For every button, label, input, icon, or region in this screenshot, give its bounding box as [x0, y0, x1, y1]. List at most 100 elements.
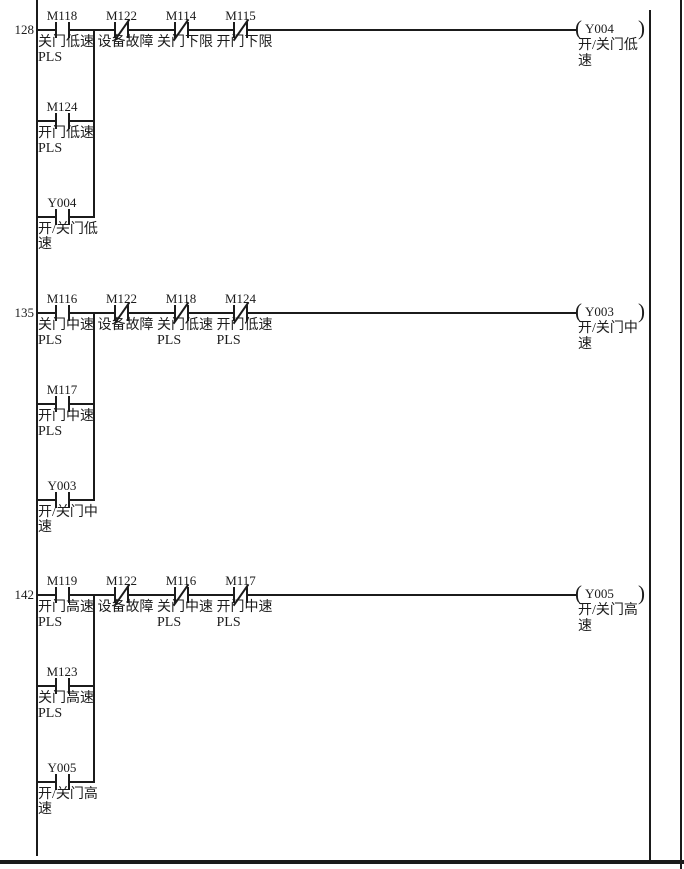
coil-description: 开/关门低: [578, 38, 638, 53]
contact-bar: [54, 113, 57, 129]
contact-description: 设备故障: [97, 35, 154, 50]
contact-bar: [54, 396, 57, 412]
contact-device-label: M117: [46, 382, 78, 397]
contact-description: 开/关门中: [38, 505, 98, 520]
left-power-rail: [36, 0, 38, 856]
contact-bar: [127, 22, 129, 38]
contact-bar: [114, 22, 116, 38]
contact-device-label: M118: [165, 291, 197, 306]
contact-description: 关门中速: [157, 600, 213, 615]
contact-wire-gap: [56, 403, 68, 405]
contact-bar: [114, 587, 116, 603]
contact-bar: [173, 22, 176, 38]
page-border-right: [680, 0, 682, 869]
contact-description: PLS: [38, 615, 63, 630]
contact-description: 开门下限: [216, 35, 273, 50]
contact-bar: [186, 587, 189, 603]
contact-description: 开门高速: [38, 600, 94, 615]
contact-wire-gap: [56, 594, 68, 596]
contact-description: PLS: [38, 50, 63, 65]
contact-bar: [67, 209, 70, 225]
coil-paren-open-icon: (: [575, 299, 582, 323]
rung-wire: [36, 312, 576, 314]
contact-wire-gap: [56, 120, 68, 122]
rung-wire: [36, 29, 576, 31]
contact-description: 开/关门低: [38, 222, 98, 237]
rung-number: 142: [14, 587, 35, 602]
contact-device-label: M115: [225, 8, 256, 23]
contact-description: 速: [38, 520, 52, 535]
contact-device-label: M118: [46, 8, 78, 23]
coil-device-label: Y005: [585, 586, 614, 601]
contact-device-label: M119: [46, 573, 78, 588]
right-power-rail: [649, 10, 651, 861]
contact-device-label: M116: [165, 573, 197, 588]
contact-device-label: Y005: [47, 760, 77, 775]
contact-device-label: M122: [105, 291, 138, 306]
contact-device-label: M122: [105, 573, 138, 588]
contact-bar: [67, 678, 70, 694]
contact-bar: [67, 396, 70, 412]
contact-bar: [233, 22, 235, 38]
contact-description: 关门下限: [157, 35, 213, 50]
contact-bar: [246, 22, 248, 38]
contact-description: PLS: [157, 615, 182, 630]
contact-description: 开门低速: [216, 318, 273, 333]
coil-paren-close-icon: ): [638, 16, 645, 40]
contact-bar: [67, 774, 70, 790]
contact-bar: [173, 305, 176, 321]
contact-bar: [246, 587, 248, 603]
contact-description: 开门低速: [38, 126, 94, 141]
contact-bar: [127, 587, 129, 603]
branch-junction-wire: [93, 312, 95, 501]
contact-bar: [186, 305, 189, 321]
rung-wire: [36, 594, 576, 596]
contact-device-label: M124: [46, 99, 78, 114]
contact-description: PLS: [157, 333, 182, 348]
contact-wire-gap: [56, 781, 68, 783]
contact-description: PLS: [38, 141, 63, 156]
contact-wire-gap: [56, 216, 68, 218]
contact-device-label: Y004: [47, 195, 77, 210]
contact-description: PLS: [216, 615, 241, 630]
contact-device-label: M116: [46, 291, 78, 306]
contact-description: PLS: [38, 706, 63, 721]
contact-bar: [114, 305, 116, 321]
contact-description: 设备故障: [97, 600, 154, 615]
contact-bar: [233, 587, 235, 603]
coil-paren-open-icon: (: [575, 16, 582, 40]
contact-device-label: Y003: [47, 478, 77, 493]
contact-bar: [54, 587, 57, 603]
coil-paren-close-icon: ): [638, 581, 645, 605]
contact-bar: [127, 305, 129, 321]
contact-description: 关门低速: [38, 35, 94, 50]
contact-device-label: M114: [165, 8, 197, 23]
contact-description: 关门中速: [38, 318, 94, 333]
contact-bar: [67, 22, 70, 38]
rung-number: 135: [14, 305, 35, 320]
contact-wire-gap: [56, 499, 68, 501]
contact-device-label: M124: [224, 291, 257, 306]
coil-device-label: Y004: [585, 21, 614, 36]
contact-device-label: M123: [46, 664, 78, 679]
coil-description: 速: [578, 619, 592, 634]
contact-bar: [186, 22, 189, 38]
coil-description: 开/关门中: [578, 321, 638, 336]
contact-bar: [54, 774, 57, 790]
contact-description: 关门高速: [38, 691, 94, 706]
branch-junction-wire: [93, 29, 95, 218]
contact-bar: [67, 587, 70, 603]
contact-wire-gap: [56, 312, 68, 314]
contact-bar: [233, 305, 235, 321]
contact-description: 开门中速: [38, 409, 94, 424]
contact-description: 速: [38, 802, 52, 817]
contact-description: PLS: [38, 333, 63, 348]
contact-bar: [54, 22, 57, 38]
contact-description: 速: [38, 237, 52, 252]
contact-description: 设备故障: [97, 318, 154, 333]
contact-bar: [67, 492, 70, 508]
page-border-bottom: [0, 860, 684, 864]
contact-bar: [54, 305, 57, 321]
contact-bar: [67, 305, 70, 321]
